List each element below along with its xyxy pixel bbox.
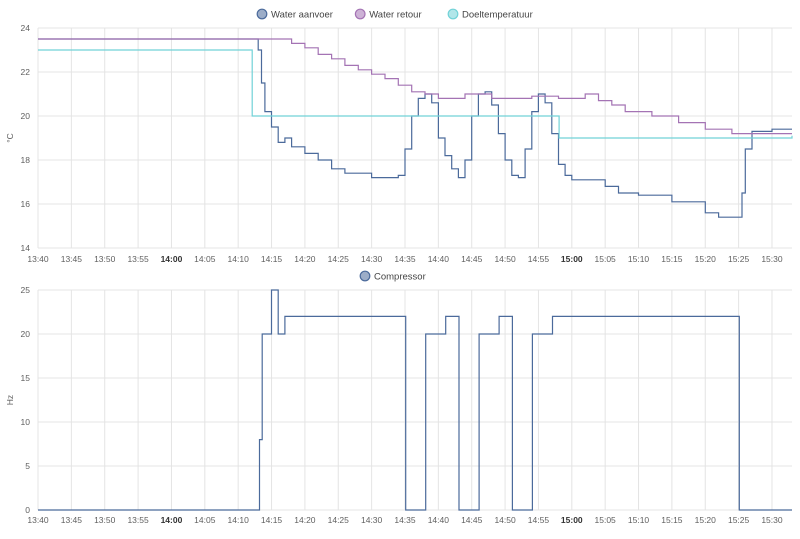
x-tick-label: 15:05 xyxy=(595,254,617,264)
legend-label: Water aanvoer xyxy=(271,9,333,20)
x-tick-label: 15:15 xyxy=(661,515,683,525)
legend-item: Compressor xyxy=(359,270,426,282)
y-tick-label: 20 xyxy=(21,111,31,121)
x-tick-label: 14:40 xyxy=(428,515,450,525)
x-tick-label: 14:10 xyxy=(228,515,250,525)
y-tick-label: 22 xyxy=(21,67,31,77)
x-tick-label: 15:20 xyxy=(695,254,717,264)
compressor-chart: Compressor 0 5 10 15 20 25 13:40 13:45 13:50 13:55… xyxy=(5,270,792,525)
x-tick-label: 15:00 xyxy=(561,515,583,525)
legend-label: Compressor xyxy=(374,271,426,282)
x-tick-label: 14:30 xyxy=(361,515,383,525)
x-tick-label: 15:30 xyxy=(761,515,783,525)
series-line-doeltemperatuur xyxy=(38,49,793,139)
x-tick-label: 15:00 xyxy=(561,254,583,264)
x-tick-label: 14:25 xyxy=(328,515,350,525)
x-tick-label: 13:40 xyxy=(27,254,49,264)
series-line-compressor xyxy=(38,289,792,511)
legend-item: Water aanvoer xyxy=(256,8,333,20)
x-tick-label: 14:50 xyxy=(494,515,516,525)
legend-swatch xyxy=(354,8,366,20)
x-tick-label: 14:40 xyxy=(428,254,450,264)
x-tick-label: 14:30 xyxy=(361,254,383,264)
x-tick-label: 14:35 xyxy=(394,254,416,264)
y-axis-label: Hz xyxy=(5,395,15,405)
y-tick-label: 20 xyxy=(21,329,31,339)
x-tick-label: 14:00 xyxy=(161,254,183,264)
x-tick-label: 14:50 xyxy=(494,254,516,264)
x-tick-label: 14:15 xyxy=(261,254,283,264)
x-tick-label: 14:35 xyxy=(394,515,416,525)
x-tick-label: 14:25 xyxy=(328,254,350,264)
legend-item: Water retour xyxy=(354,8,422,20)
y-tick-label: 24 xyxy=(21,23,31,33)
x-tick-label: 15:10 xyxy=(628,515,650,525)
x-tick-label: 13:50 xyxy=(94,254,116,264)
x-tick-label: 15:25 xyxy=(728,515,750,525)
series-line-water-aanvoer xyxy=(38,38,792,218)
y-tick-label: 18 xyxy=(21,155,31,165)
x-tick-label: 13:55 xyxy=(127,515,149,525)
y-tick-label: 25 xyxy=(21,285,31,295)
x-tick-label: 15:20 xyxy=(695,515,717,525)
x-tick-label: 14:55 xyxy=(528,254,550,264)
x-tick-label: 13:45 xyxy=(61,254,83,264)
legend-swatch xyxy=(359,270,371,282)
y-tick-label: 5 xyxy=(25,461,30,471)
x-tick-label: 13:55 xyxy=(127,254,149,264)
legend-item: Doeltemperatuur xyxy=(447,8,533,20)
x-tick-label: 15:10 xyxy=(628,254,650,264)
y-tick-label: 15 xyxy=(21,373,31,383)
x-tick-label: 14:45 xyxy=(461,515,483,525)
x-tick-label: 15:25 xyxy=(728,254,750,264)
legend-swatch xyxy=(447,8,459,20)
legend-swatch xyxy=(256,8,268,20)
temperature-chart: Water aanvoer Water retour Doeltemperatuur… xyxy=(5,8,793,264)
x-tick-label: 14:05 xyxy=(194,254,216,264)
y-tick-label: 0 xyxy=(25,505,30,515)
x-tick-label: 14:55 xyxy=(528,515,550,525)
legend-label: Water retour xyxy=(369,9,421,20)
x-tick-label: 14:20 xyxy=(294,254,316,264)
x-tick-label: 14:00 xyxy=(161,515,183,525)
x-tick-label: 14:20 xyxy=(294,515,316,525)
x-tick-label: 13:40 xyxy=(27,515,49,525)
x-tick-label: 13:45 xyxy=(61,515,83,525)
y-axis-label: °C xyxy=(5,133,15,143)
x-tick-label: 15:30 xyxy=(761,254,783,264)
y-tick-label: 16 xyxy=(21,199,31,209)
x-tick-label: 14:10 xyxy=(228,254,250,264)
x-tick-label: 14:45 xyxy=(461,254,483,264)
x-tick-label: 14:15 xyxy=(261,515,283,525)
x-tick-label: 15:05 xyxy=(595,515,617,525)
y-tick-label: 10 xyxy=(21,417,31,427)
x-tick-label: 15:15 xyxy=(661,254,683,264)
legend-label: Doeltemperatuur xyxy=(462,9,533,20)
y-tick-label: 14 xyxy=(21,243,31,253)
series-line-water-retour xyxy=(38,38,792,135)
x-tick-label: 14:05 xyxy=(194,515,216,525)
x-tick-label: 13:50 xyxy=(94,515,116,525)
